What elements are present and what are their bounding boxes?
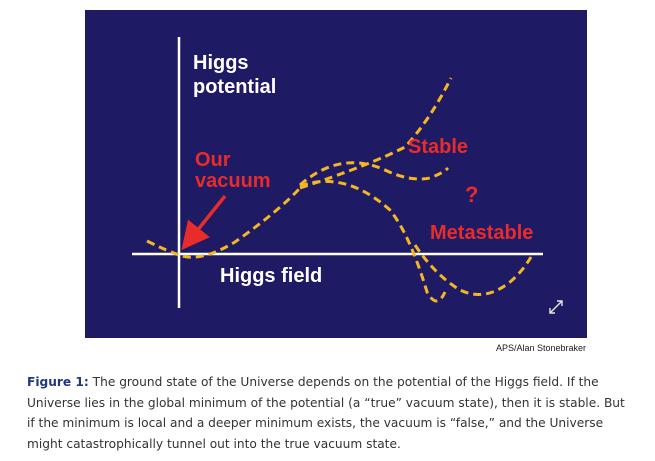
metastable-label: Metastable bbox=[430, 222, 534, 244]
potential-curve-deep-minimum bbox=[413, 244, 533, 296]
expand-icon[interactable] bbox=[546, 297, 566, 317]
red-arrow-icon bbox=[181, 194, 227, 251]
our-vacuum-label: Our vacuum bbox=[195, 149, 271, 192]
y-axis-label: Higgs potential bbox=[193, 52, 277, 98]
figure-panel: Higgs potential Our vacuum Stable ? Meta… bbox=[85, 10, 587, 338]
caption-text: The ground state of the Universe depends… bbox=[27, 375, 625, 451]
x-axis-label: Higgs field bbox=[220, 265, 323, 287]
potential-curve-stable bbox=[299, 161, 450, 187]
question-mark-label: ? bbox=[465, 182, 479, 207]
potential-curve-upper bbox=[299, 77, 453, 190]
caption-label: Figure 1: bbox=[27, 375, 89, 389]
stable-label: Stable bbox=[408, 136, 469, 158]
potential-curve-common bbox=[146, 186, 302, 259]
image-credit: APS/Alan Stonebraker bbox=[495, 343, 586, 353]
higgs-potential-diagram bbox=[132, 37, 543, 308]
potential-curve-metastable bbox=[299, 179, 447, 303]
figure-caption: Figure 1: The ground state of the Univer… bbox=[27, 372, 632, 454]
